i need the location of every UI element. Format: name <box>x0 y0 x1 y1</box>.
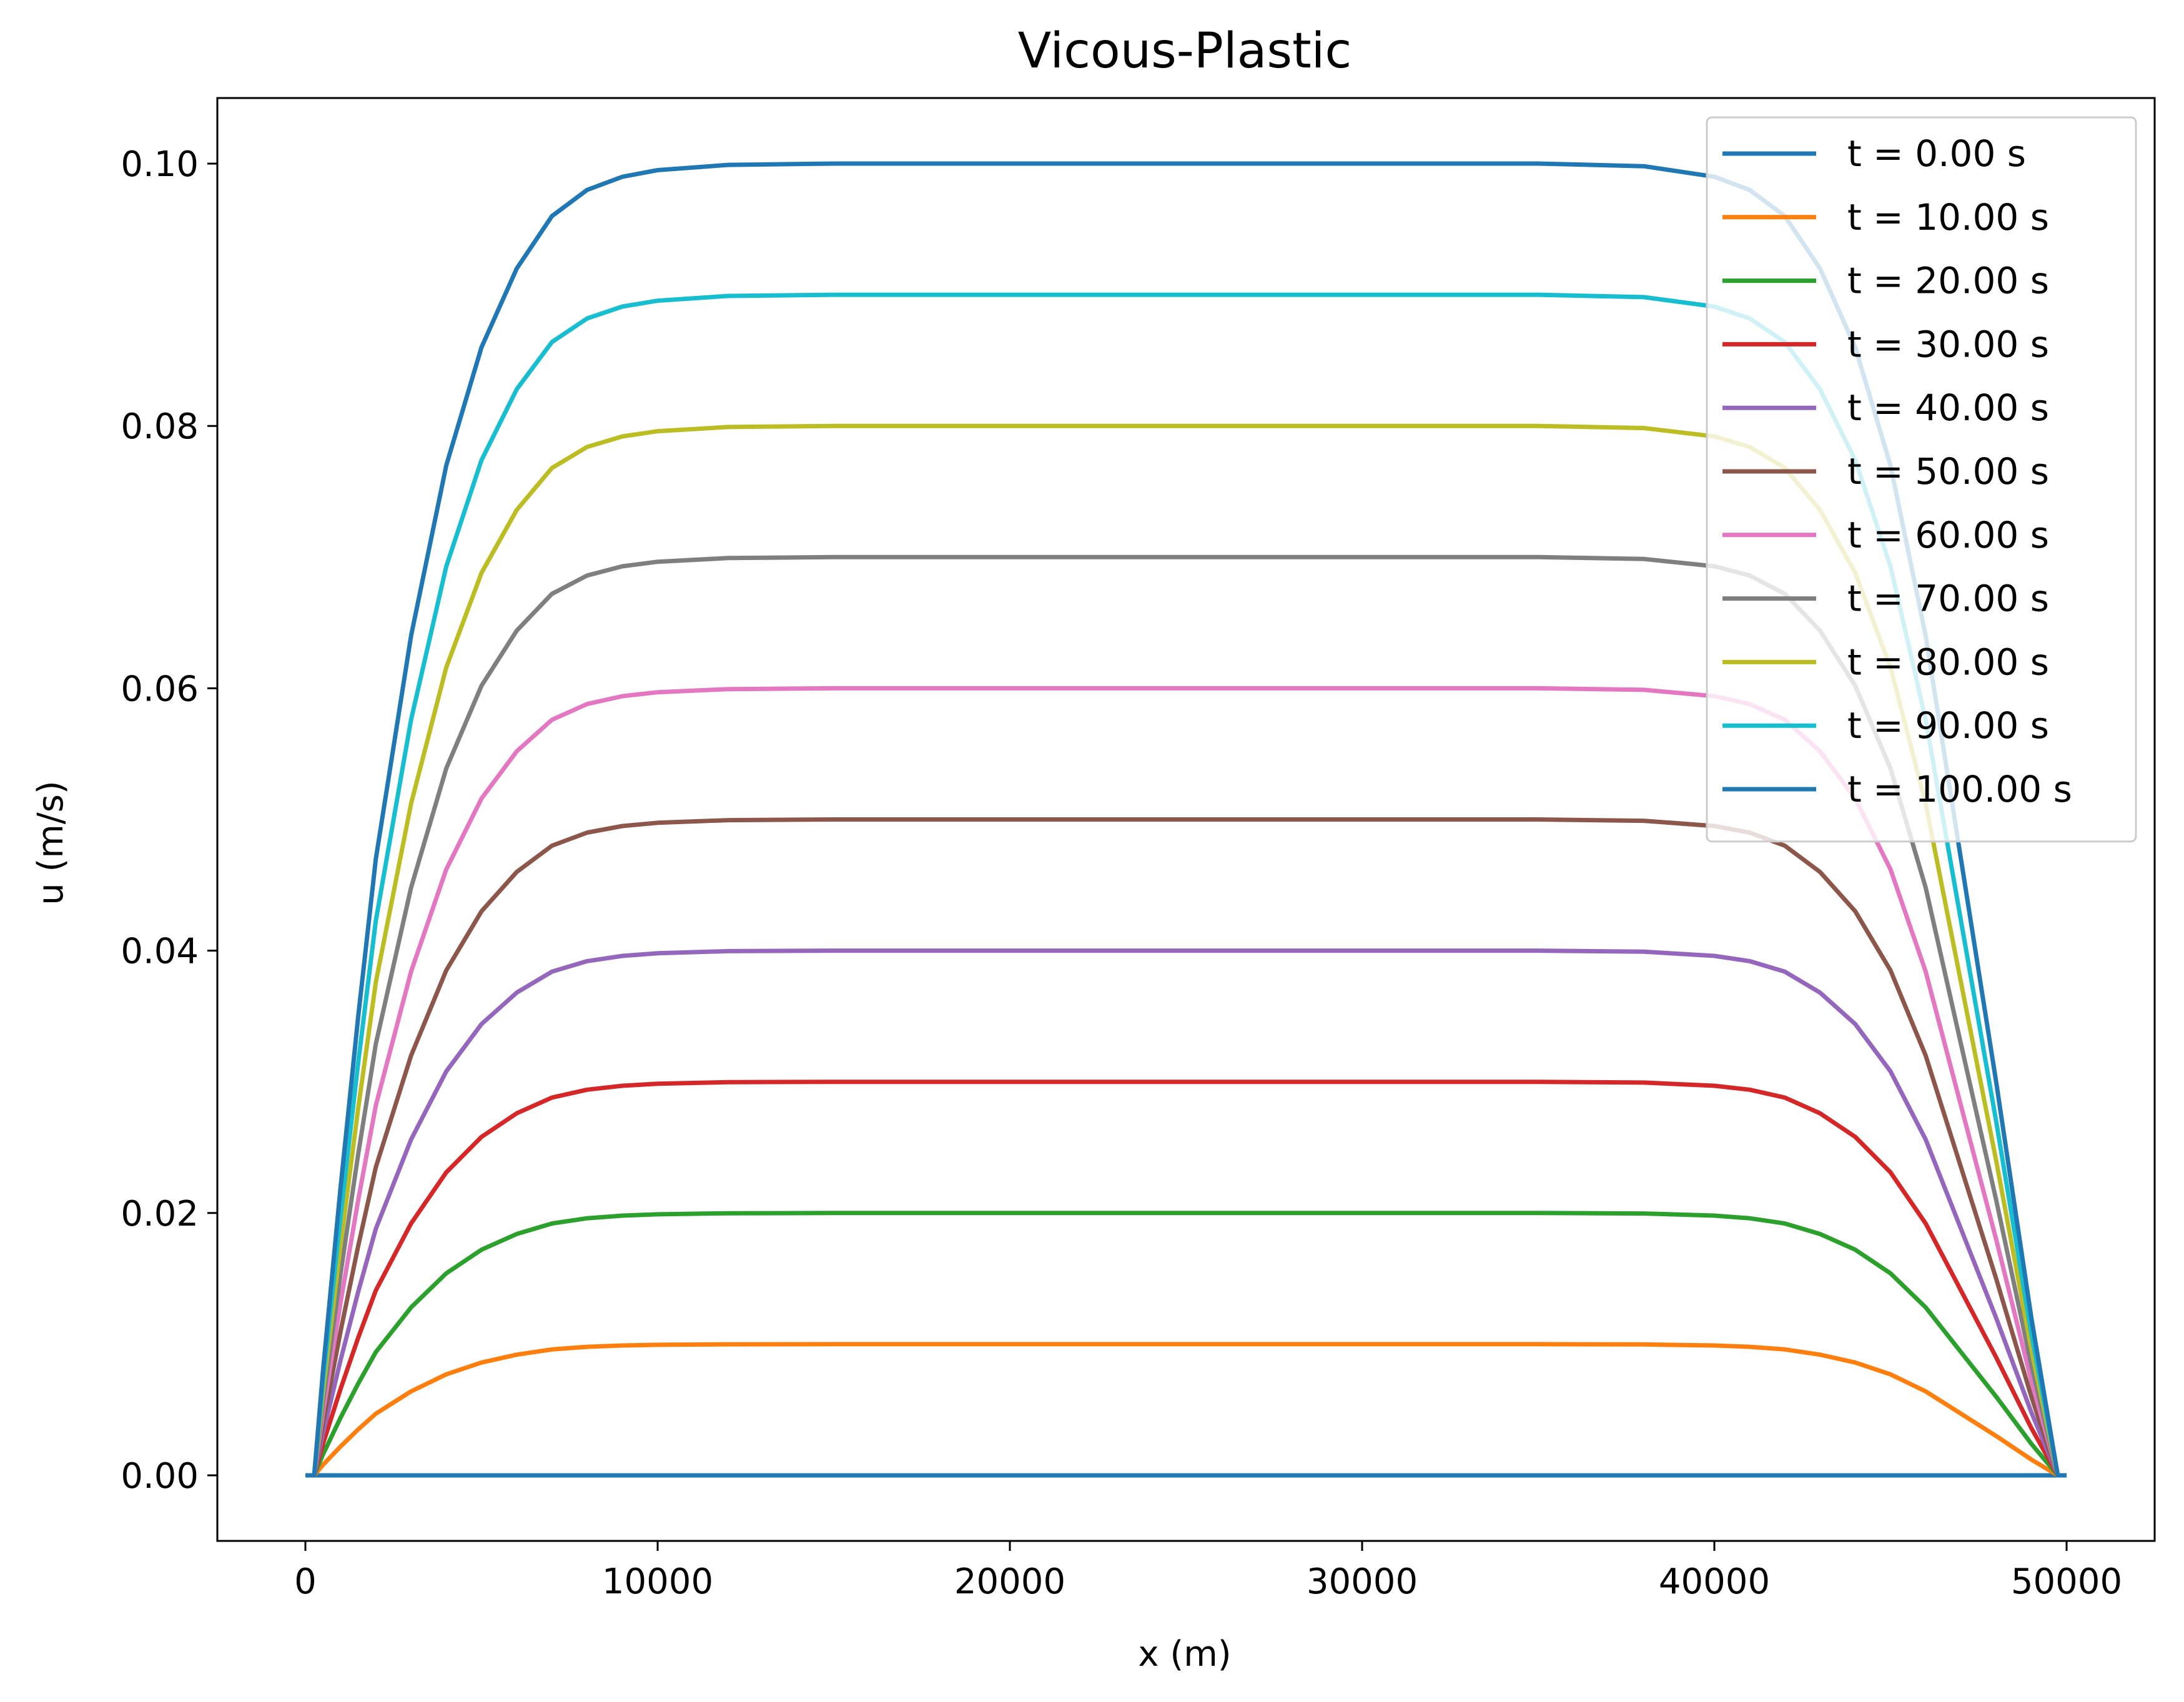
series-line-9 <box>305 292 2067 1478</box>
y-axis: 0.00 0.02 0.04 0.06 0.08 0.10 <box>121 144 217 1497</box>
plot-frame <box>216 97 2156 1542</box>
x-tick-label: 0 <box>294 1562 317 1602</box>
legend-label: t = 20.00 s <box>1847 260 2049 302</box>
legend-label: t = 10.00 s <box>1847 196 2049 239</box>
x-tick-label: 10000 <box>602 1562 713 1602</box>
series-line-2 <box>305 1211 2067 1478</box>
legend-label: t = 0.00 s <box>1847 132 2026 175</box>
y-tick-label: 0.02 <box>121 1194 199 1234</box>
series-line-3 <box>305 1080 2067 1478</box>
y-tick-label: 0.04 <box>121 932 199 972</box>
x-axis-label: x (m) <box>1138 1634 1231 1675</box>
legend-label: t = 40.00 s <box>1847 386 2049 429</box>
x-tick-label: 40000 <box>1659 1562 1770 1602</box>
y-tick-label: 0.06 <box>121 669 199 709</box>
series-lines <box>305 161 2067 1478</box>
y-axis-label: u (m/s) <box>31 780 71 905</box>
y-tick-label: 0.10 <box>121 144 199 185</box>
legend: t = 0.00 s t = 10.00 s t = 20.00 s t = 30.0… <box>1706 116 2137 843</box>
legend-label: t = 100.00 s <box>1847 768 2072 810</box>
legend-label: t = 30.00 s <box>1847 323 2049 365</box>
y-tick-label: 0.08 <box>121 406 199 447</box>
y-tick-label: 0.00 <box>121 1456 199 1497</box>
legend-label: t = 70.00 s <box>1847 578 2049 620</box>
series-line-7 <box>305 554 2067 1478</box>
series-line-6 <box>305 686 2067 1478</box>
legend-label: t = 60.00 s <box>1847 514 2049 556</box>
series-line-10 <box>305 161 2067 1478</box>
legend-label: t = 90.00 s <box>1847 704 2049 747</box>
x-tick-label: 20000 <box>954 1562 1065 1602</box>
series-line-8 <box>305 423 2067 1478</box>
chart-title: Vicous-Plastic <box>1018 23 1351 79</box>
legend-label: t = 50.00 s <box>1847 450 2049 493</box>
legend-label: t = 80.00 s <box>1847 641 2049 683</box>
series-line-5 <box>305 817 2067 1478</box>
series-line-4 <box>305 948 2067 1478</box>
x-tick-label: 50000 <box>2011 1562 2122 1602</box>
series-line-1 <box>305 1342 2067 1478</box>
x-tick-label: 30000 <box>1307 1562 1418 1602</box>
x-axis: 0 10000 20000 30000 40000 50000 <box>294 1541 2122 1602</box>
